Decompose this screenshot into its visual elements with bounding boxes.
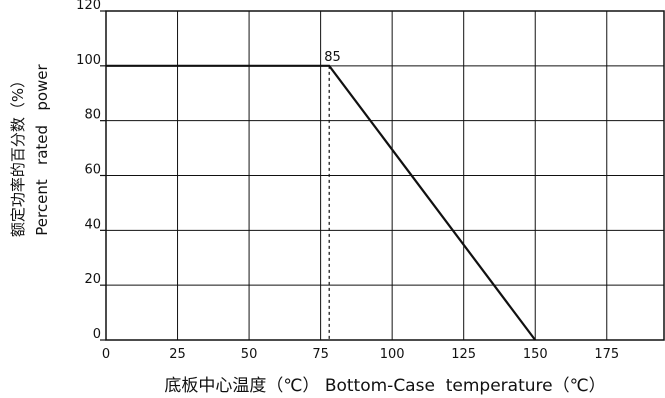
x-tick-label: 125 (451, 347, 476, 362)
y-tick-label: 0 (93, 327, 101, 342)
y-axis-ticks: 0 20 40 60 80 100 120 (76, 0, 106, 342)
y-tick-label: 80 (84, 108, 101, 123)
annotation-label: 85 (324, 50, 341, 65)
x-axis-title: 底板中心温度（℃） Bottom-Case temperature（℃） (164, 376, 605, 396)
y-tick-label: 20 (84, 272, 101, 287)
grid-lines (106, 11, 664, 340)
x-tick-label: 25 (169, 347, 186, 362)
x-axis-ticks: 0 25 50 75 100 125 150 175 (102, 347, 619, 362)
y-tick-label: 120 (76, 0, 101, 13)
y-tick-label: 100 (76, 53, 101, 68)
x-tick-label: 100 (380, 347, 405, 362)
y-axis-title-cn: 额定功率的百分数（%） (9, 73, 27, 237)
y-tick-label: 40 (84, 217, 101, 232)
y-axis-title-en: Percent rated power (33, 63, 51, 235)
x-tick-label: 175 (594, 347, 619, 362)
x-tick-label: 150 (523, 347, 548, 362)
x-tick-label: 0 (102, 347, 110, 362)
x-tick-label: 50 (241, 347, 258, 362)
x-tick-label: 75 (312, 347, 329, 362)
y-tick-label: 60 (84, 163, 101, 178)
